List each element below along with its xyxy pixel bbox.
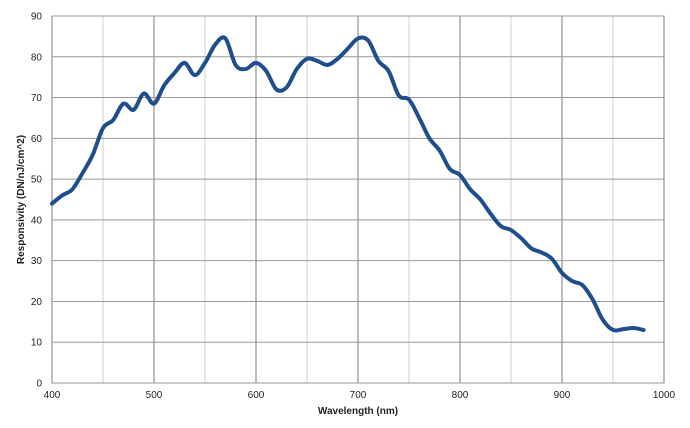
y-tick-label: 90 — [31, 12, 43, 23]
y-axis-label: Responsivity (DN/nJ/cm^2) — [16, 135, 27, 264]
y-tick-label: 70 — [31, 93, 43, 104]
x-tick-label: 500 — [146, 390, 163, 401]
series-line-0 — [50, 35, 646, 333]
x-tick-label: 1000 — [653, 390, 676, 401]
x-tick-label: 700 — [350, 390, 367, 401]
y-tick-label: 60 — [31, 134, 43, 145]
x-tick-label: 900 — [554, 390, 571, 401]
x-tick-label: 400 — [44, 390, 61, 401]
y-axis-ticks: 0 10 20 30 40 50 60 70 80 90 — [31, 12, 43, 390]
x-axis-label: Wavelength (nm) — [318, 406, 398, 417]
y-tick-label: 30 — [31, 256, 43, 267]
series-layer — [50, 35, 646, 333]
y-tick-label: 10 — [31, 338, 43, 349]
y-tick-label: 50 — [31, 175, 43, 186]
x-tick-label: 600 — [248, 390, 265, 401]
x-tick-label: 800 — [452, 390, 469, 401]
x-axis-ticks: 400 500 600 700 800 900 1000 — [44, 390, 676, 401]
plot-frame — [51, 15, 665, 384]
y-tick-label: 0 — [36, 379, 42, 390]
y-tick-label: 80 — [31, 52, 43, 63]
grid — [51, 15, 665, 384]
y-tick-label: 40 — [31, 215, 43, 226]
y-tick-label: 20 — [31, 297, 43, 308]
